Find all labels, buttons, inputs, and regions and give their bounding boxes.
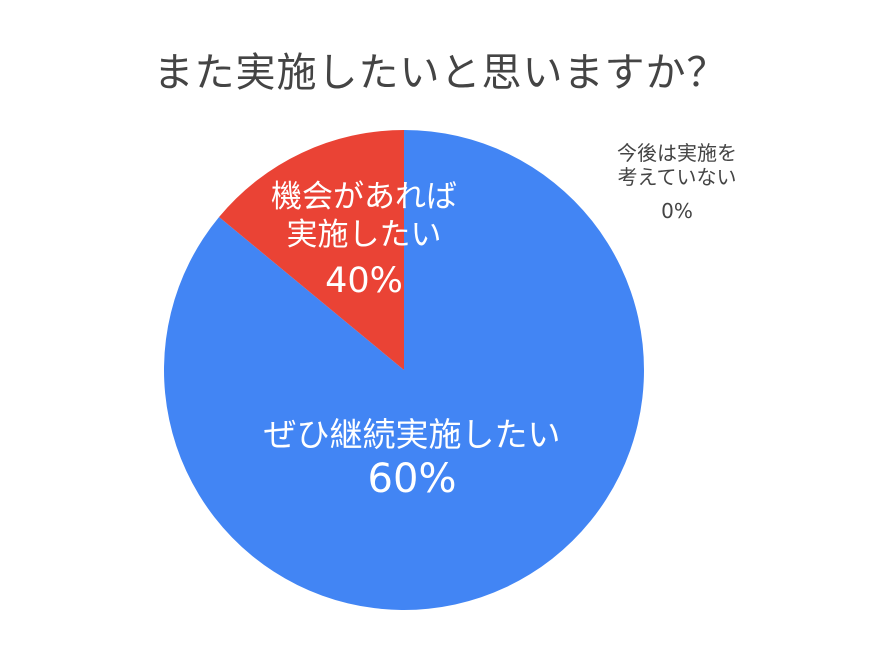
pie-slice-1 (219, 130, 404, 370)
slice-label-2-line-0: 今後は実施を (617, 141, 737, 165)
slice-label-2-line-1: 考えていない (618, 165, 737, 189)
slice-percent-label-1: 40% (325, 261, 403, 301)
slice-label-0-line-0: ぜひ継続実施したい (264, 415, 561, 454)
slice-label-1-line-1: 実施したい (287, 217, 442, 253)
chart-title: また実施したいと思いますか？ (153, 50, 728, 96)
slice-percent-label-0: 60% (368, 456, 457, 502)
pie-slices (163, 130, 645, 610)
slice-label-1-line-0: 機会があれば (271, 179, 457, 215)
slice-percent-label-2: 0% (661, 199, 693, 223)
